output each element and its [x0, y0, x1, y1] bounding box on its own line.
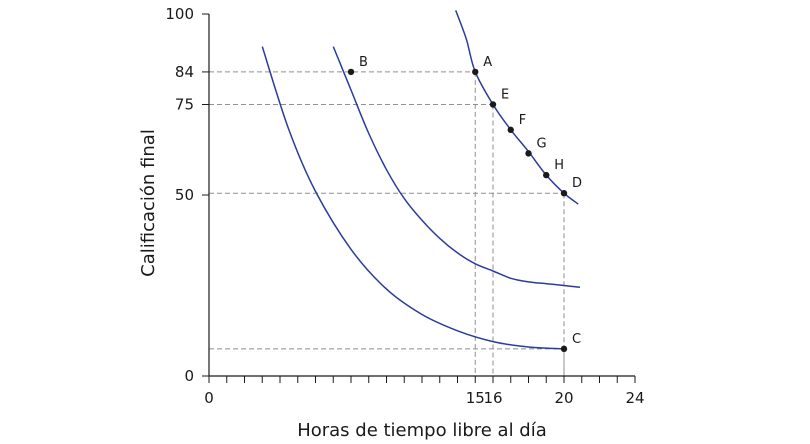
point-label-e: E: [501, 88, 509, 103]
point-f: [507, 126, 514, 134]
point-d: [560, 189, 568, 197]
y-tick-label: 75: [175, 96, 194, 114]
point-c: [560, 345, 568, 353]
x-tick-label: 15: [466, 389, 485, 407]
point-label-b: B: [359, 55, 368, 70]
point-label-g: G: [537, 136, 547, 151]
point-e: [489, 101, 497, 108]
indifference-curves: [261, 10, 581, 350]
x-tick-label: 20: [554, 389, 573, 407]
y-tick-label: 84: [175, 63, 194, 81]
point-b: [347, 68, 355, 76]
y-tick-label: 50: [175, 186, 194, 204]
point-label-c: C: [572, 332, 581, 347]
y-tick-label: 100: [165, 5, 194, 23]
y-axis-title: Calificación final: [138, 129, 159, 277]
x-tick-label: 0: [204, 389, 214, 407]
point-a: [472, 68, 479, 76]
indifference-curve: [454, 10, 579, 205]
x-axis-title: Horas de tiempo libre al día: [297, 420, 547, 441]
indifference-curve: [261, 46, 565, 350]
indifference-curve: [332, 46, 581, 289]
point-label-d: D: [572, 176, 582, 191]
axes: [208, 14, 635, 377]
point-g: [525, 150, 532, 157]
point-label-a: A: [483, 55, 492, 70]
point-label-h: H: [554, 158, 564, 173]
point-label-f: F: [519, 113, 526, 128]
x-tick-label: 16: [483, 389, 502, 407]
guide-lines: [209, 71, 565, 376]
point-h: [543, 171, 550, 179]
x-tick-label: 24: [625, 389, 644, 407]
y-tick-label: 0: [184, 367, 194, 385]
